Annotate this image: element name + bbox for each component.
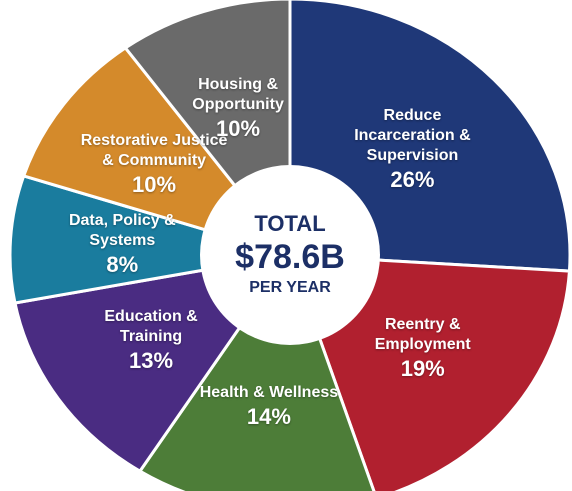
category-label: Reentry & Employment [374, 316, 471, 354]
category-label: Data, Policy & Systems [68, 212, 176, 250]
center-line: PER YEAR [249, 279, 331, 296]
category-label: Restorative Justice & Community [80, 131, 228, 169]
wedge [8, 174, 291, 305]
center-total: $78.6B [235, 238, 345, 276]
wedge-label: Restorative Justice & Community 10% [79, 131, 229, 199]
category-label: Housing & Opportunity [192, 75, 284, 113]
wedge-label: Reduce Incarceration & Supervision 26% [337, 106, 487, 194]
wedge [287, 253, 572, 491]
wedge-label: Education & Training 13% [76, 307, 226, 375]
value-label: 8% [106, 252, 139, 278]
value-label: 14% [246, 404, 291, 430]
value-label: 13% [129, 348, 174, 374]
category-label: Health & Wellness [199, 384, 339, 402]
wedge [137, 251, 376, 491]
wedge-label: Data, Policy & Systems 8% [47, 211, 197, 279]
value-label: 10% [216, 115, 261, 141]
center-hole [200, 165, 380, 345]
value-label: 26% [390, 166, 435, 192]
center-label: TOTAL $78.6B PER YEAR [205, 211, 375, 299]
category-label: Reduce Incarceration & Supervision [354, 106, 471, 164]
category-label: Education & Training [104, 308, 198, 346]
wedge-label: Housing & Opportunity 10% [163, 75, 313, 143]
value-label: 19% [400, 356, 445, 382]
center-line: TOTAL [254, 211, 326, 236]
value-label: 10% [132, 171, 177, 197]
wedge-label: Health & Wellness 14% [194, 383, 344, 431]
wedge-label: Reentry & Employment 19% [348, 315, 498, 383]
